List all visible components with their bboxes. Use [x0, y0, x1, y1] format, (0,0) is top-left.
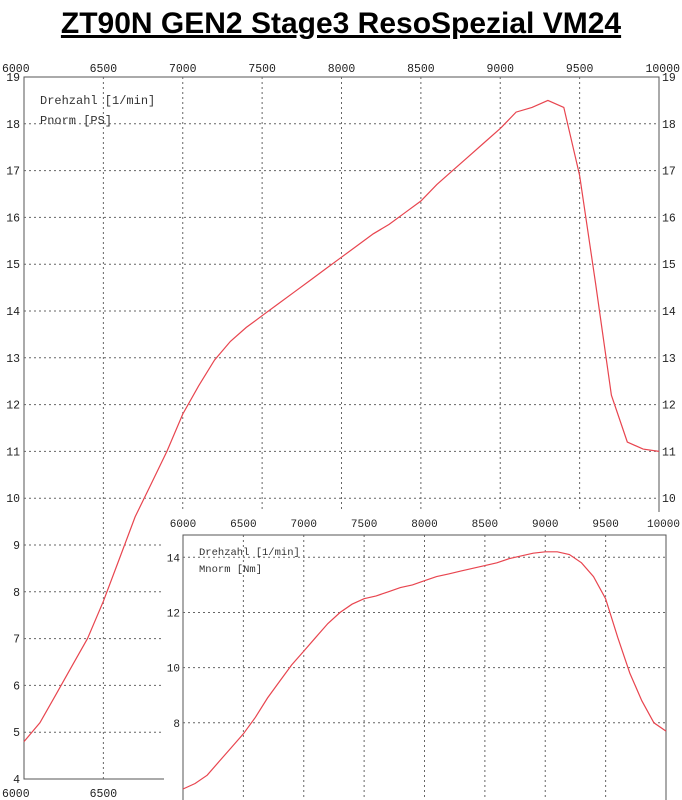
power-legend-x-label: Drehzahl [1/min]: [40, 94, 155, 108]
power-y-tick-left: 14: [6, 306, 20, 319]
torque-x-tick: 7000: [291, 519, 317, 531]
power-y-tick-right: 10: [662, 493, 676, 506]
power-y-tick-left: 15: [6, 259, 20, 272]
torque-inset-background: [164, 512, 682, 800]
power-y-tick-right: 14: [662, 306, 676, 319]
power-y-tick-right: 18: [662, 119, 676, 132]
power-legend-y-label: Pnorm [PS]: [40, 114, 112, 128]
torque-y-tick: 12: [167, 608, 180, 620]
power-y-tick-left: 13: [6, 353, 20, 366]
torque-x-tick: 7500: [351, 519, 377, 531]
torque-x-tick: 9500: [592, 519, 618, 531]
torque-y-tick: 14: [167, 553, 181, 565]
power-y-tick-right: 16: [662, 212, 676, 225]
torque-legend-y-label: Mnorm [Nm]: [199, 564, 262, 576]
power-y-tick-left: 11: [6, 446, 20, 459]
power-y-tick-left: 18: [6, 119, 20, 132]
power-y-tick-right: 15: [662, 259, 676, 272]
torque-x-tick: 6000: [170, 519, 196, 531]
chart-title: ZT90N GEN2 Stage3 ResoSpezial VM24: [60, 7, 622, 40]
power-y-tick-right: 12: [662, 400, 676, 413]
power-y-tick-left: 8: [13, 587, 20, 600]
power-y-tick-left: 10: [6, 493, 20, 506]
torque-y-tick: 10: [167, 664, 180, 676]
power-x-tick-top: 9500: [566, 63, 594, 76]
torque-x-tick: 8500: [472, 519, 498, 531]
power-y-tick-left: 4: [13, 774, 20, 787]
torque-x-tick: 9000: [532, 519, 558, 531]
power-y-tick-left: 12: [6, 400, 20, 413]
power-y-tick-left: 9: [13, 540, 20, 553]
power-y-tick-left: 5: [13, 727, 20, 740]
power-y-tick-right: 17: [662, 166, 676, 179]
torque-curve-line: [182, 551, 667, 790]
power-x-tick-top: 7500: [248, 63, 276, 76]
power-curve-line: [23, 99, 660, 742]
power-y-tick-left: 7: [13, 634, 20, 647]
torque-y-tick: 8: [173, 719, 180, 731]
power-y-tick-right: 13: [662, 353, 676, 366]
torque-x-tick: 8000: [411, 519, 437, 531]
power-y-tick-left: 16: [6, 212, 20, 225]
power-x-tick-top: 6000: [2, 63, 30, 76]
power-y-tick-right: 19: [662, 72, 676, 85]
power-x-tick-top: 10000: [645, 63, 680, 76]
torque-x-tick: 10000: [647, 519, 680, 531]
power-y-tick-right: 11: [662, 446, 676, 459]
power-x-tick-bottom: 6000: [2, 788, 30, 800]
torque-legend-x-label: Drehzahl [1/min]: [199, 547, 300, 559]
power-y-tick-left: 17: [6, 166, 20, 179]
power-y-tick-left: 6: [13, 680, 20, 693]
power-x-tick-top: 6500: [90, 63, 118, 76]
power-y-tick-left: 19: [6, 72, 20, 85]
power-x-tick-top: 7000: [169, 63, 197, 76]
power-x-tick-top: 8500: [407, 63, 435, 76]
torque-x-tick: 6500: [230, 519, 256, 531]
power-x-tick-top: 8000: [328, 63, 356, 76]
power-x-tick-top: 9000: [486, 63, 514, 76]
torque-inset-chart: 6000 6500 7000 7500 8000 8500 9000 9500 10000 8 10…: [164, 512, 682, 800]
power-x-tick-bottom: 6500: [90, 788, 118, 800]
